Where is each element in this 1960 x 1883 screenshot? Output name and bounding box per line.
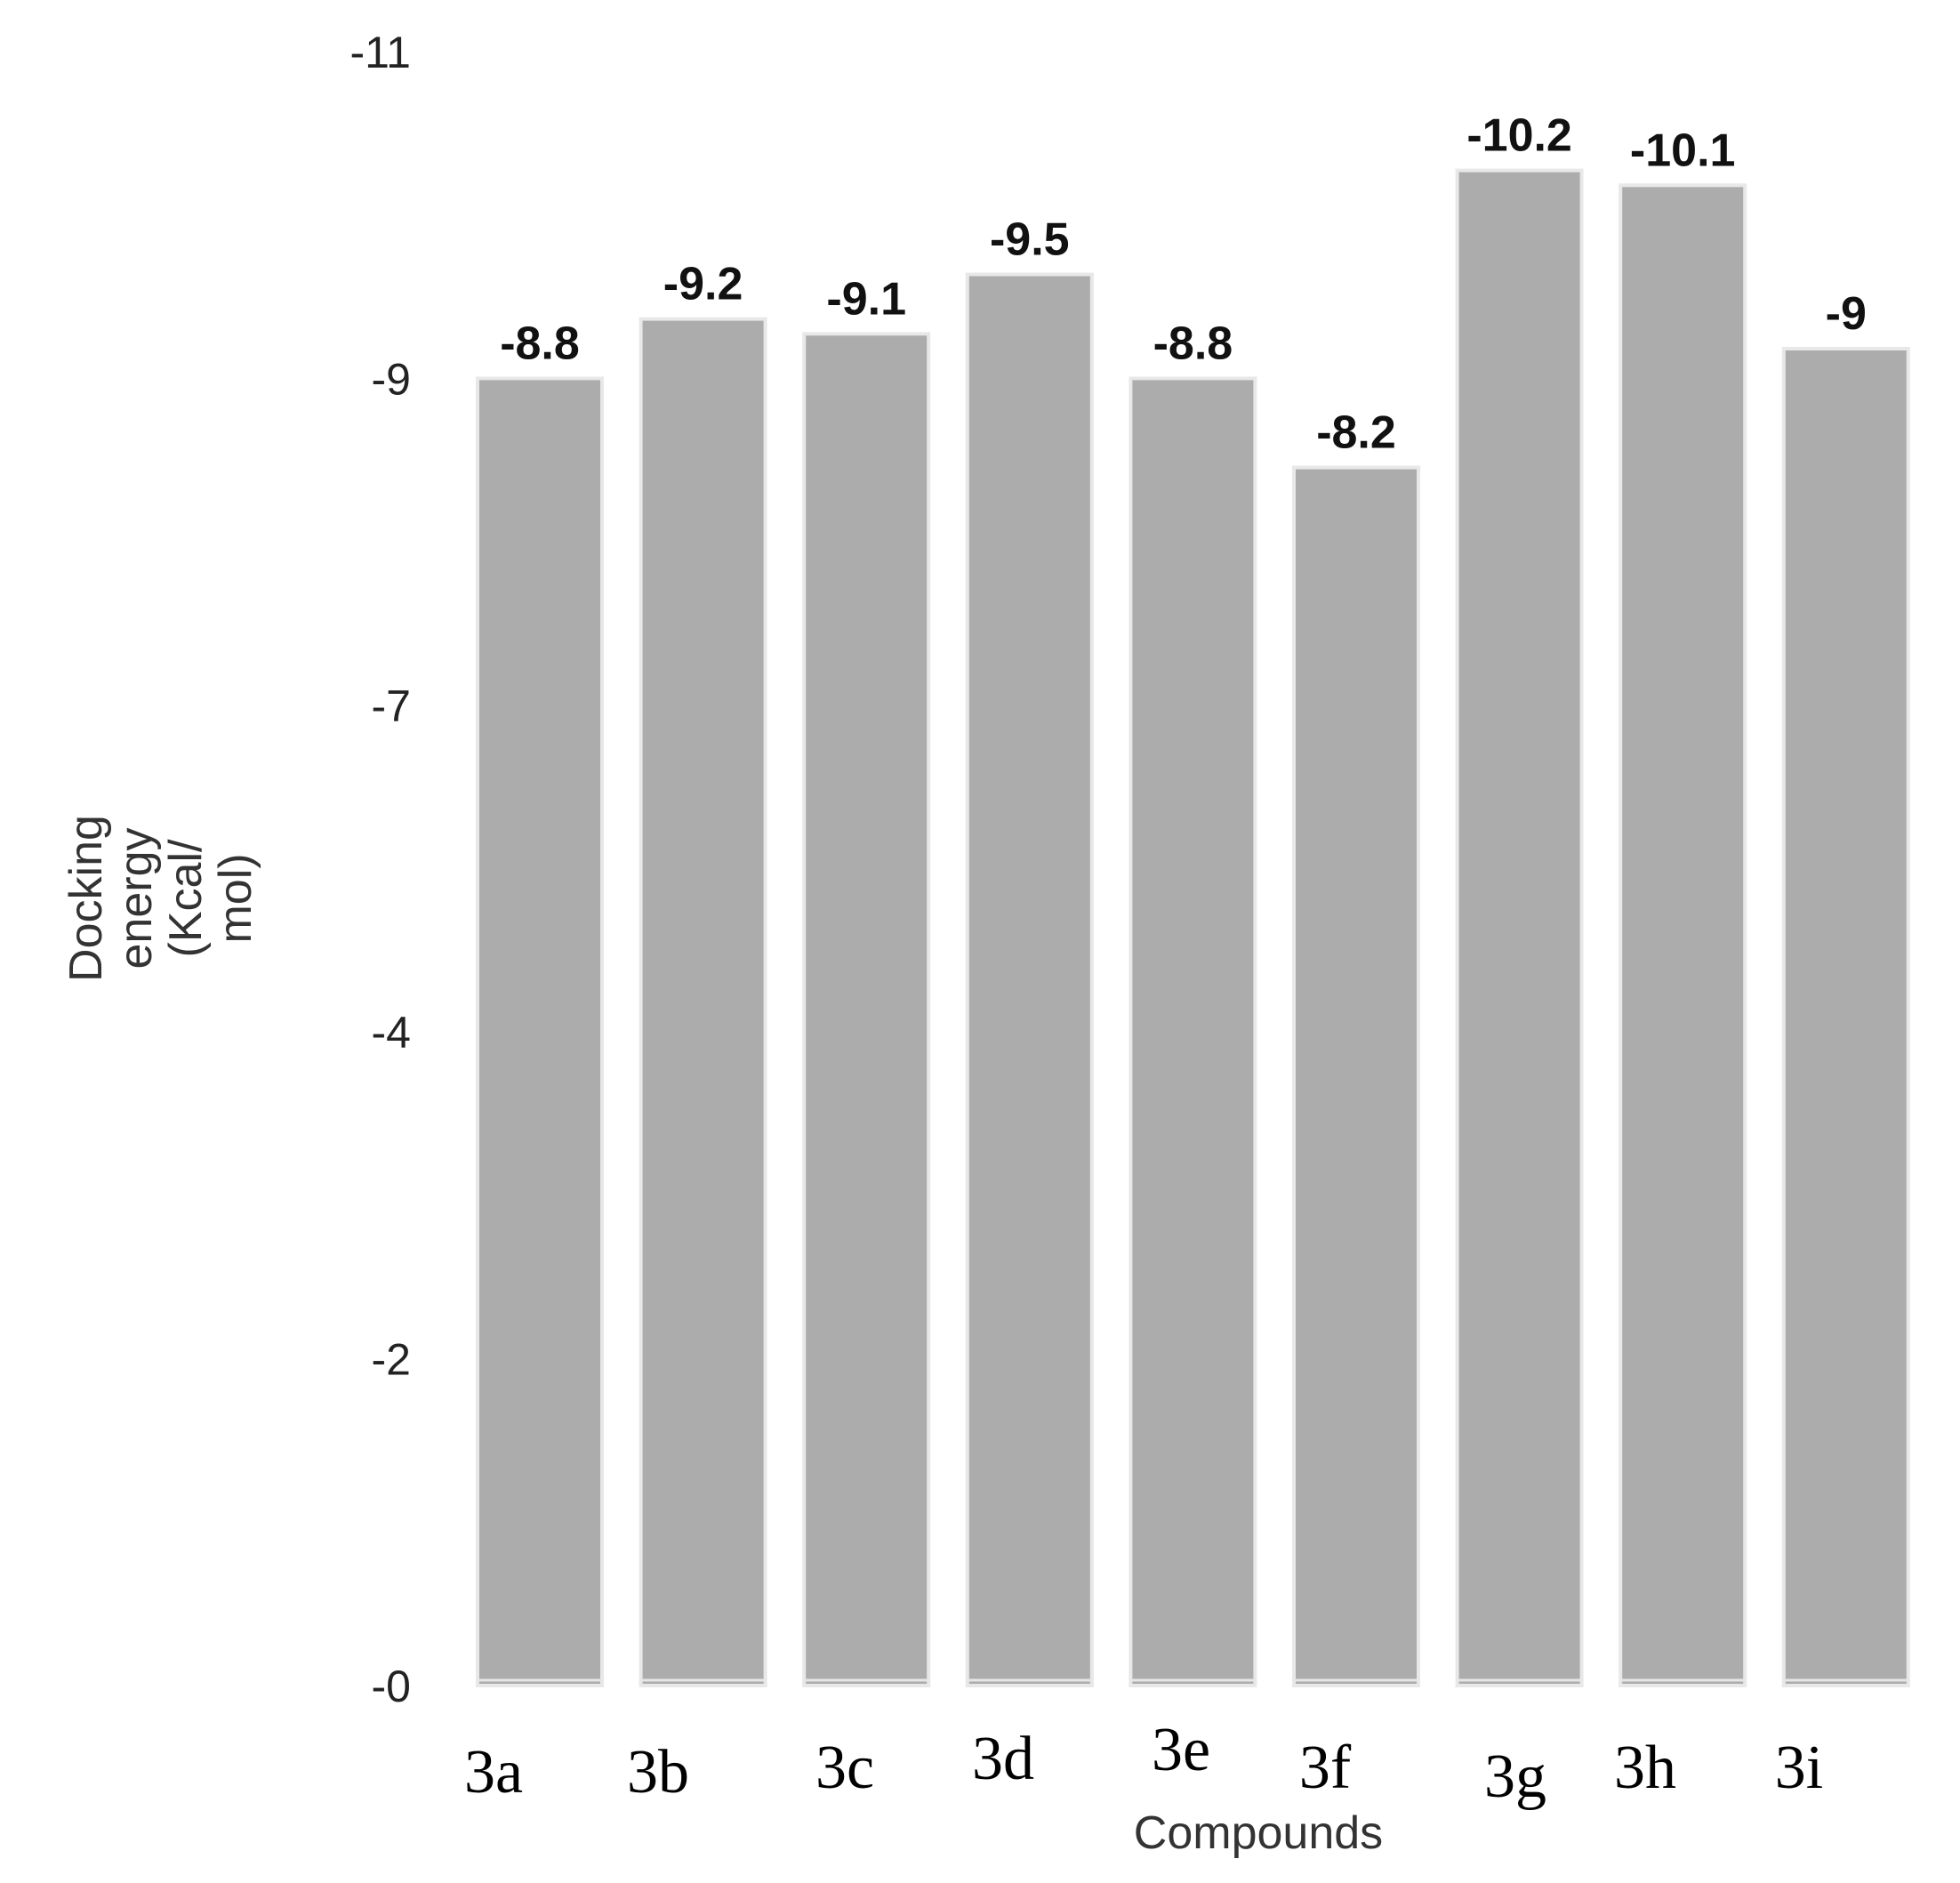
bar xyxy=(1781,347,1910,1687)
x-category-label: 3h xyxy=(1614,1734,1676,1802)
bar xyxy=(1455,168,1584,1688)
data-labels: -8.8 -9.2 -9.1 -9.5 -8.8 -8.2 -10.2 -10.1 -9 xyxy=(500,110,1867,459)
x-category-label: 3c xyxy=(815,1734,874,1802)
data-label: -9 xyxy=(1826,288,1867,340)
x-category-label: 3b xyxy=(627,1738,689,1807)
y-axis-label-line: Docking xyxy=(60,815,112,982)
data-label: -8.2 xyxy=(1316,407,1396,459)
y-tick-label: -11 xyxy=(349,28,411,77)
bar xyxy=(802,332,931,1687)
bar xyxy=(476,376,604,1687)
y-tick-label: -9 xyxy=(372,354,411,404)
data-label: -10.2 xyxy=(1466,110,1572,162)
y-tick-label: -4 xyxy=(372,1008,411,1058)
x-category-label: 3i xyxy=(1775,1734,1823,1802)
x-axis-label: Compounds xyxy=(1134,1807,1383,1859)
bar xyxy=(1129,376,1257,1687)
y-tick-label: -2 xyxy=(372,1335,411,1385)
data-label: -8.8 xyxy=(1153,318,1233,369)
x-category-label: 3g xyxy=(1484,1742,1546,1811)
x-category-label: 3d xyxy=(972,1725,1034,1793)
x-category-label: 3a xyxy=(464,1738,523,1807)
data-label: -10.1 xyxy=(1630,125,1736,176)
bar xyxy=(1619,183,1747,1687)
x-category-label: 3f xyxy=(1299,1734,1352,1802)
y-axis-label-line: (Kcal/ xyxy=(160,839,212,957)
y-axis-label-line: energy xyxy=(110,828,162,970)
y-axis-ticks: -11 -9 -7 -4 -2 -0 xyxy=(349,28,411,1711)
y-tick-label: -0 xyxy=(372,1662,411,1711)
bar xyxy=(1292,465,1420,1687)
bar xyxy=(639,317,767,1688)
data-label: -8.8 xyxy=(500,318,580,369)
x-axis-categories: 3a 3b 3c 3d 3e 3f 3g 3h 3i xyxy=(464,1716,1823,1811)
x-category-label: 3e xyxy=(1152,1716,1210,1784)
data-label: -9.5 xyxy=(990,214,1070,266)
bars xyxy=(476,168,1910,1688)
y-tick-label: -7 xyxy=(372,681,411,731)
data-label: -9.1 xyxy=(826,273,906,325)
bar xyxy=(965,272,1094,1687)
data-label: -9.2 xyxy=(663,259,743,310)
y-axis-label-line: mol) xyxy=(210,853,261,943)
